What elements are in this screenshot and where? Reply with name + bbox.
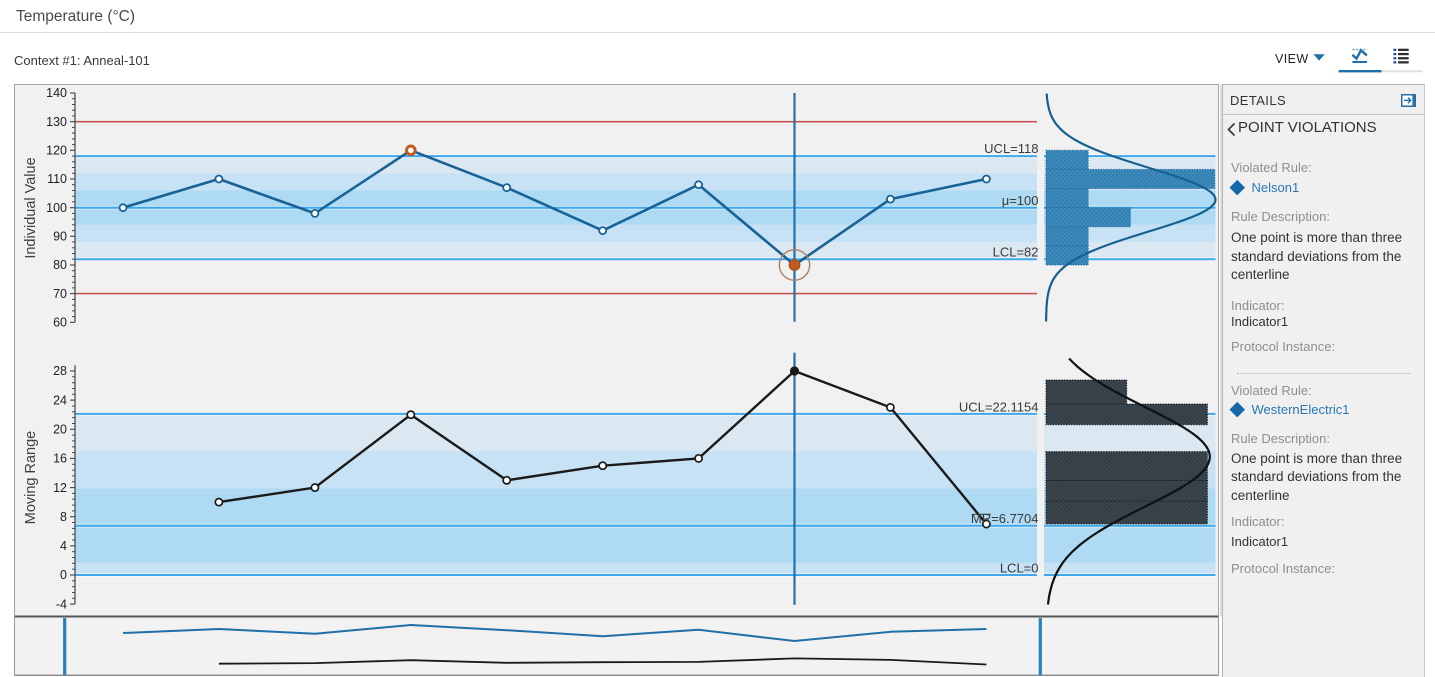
svg-text:90: 90 bbox=[53, 230, 67, 244]
svg-text:0: 0 bbox=[60, 568, 67, 582]
svg-text:Individual Value: Individual Value bbox=[23, 157, 39, 258]
svg-text:Moving Range: Moving Range bbox=[23, 431, 39, 525]
svg-text:130: 130 bbox=[46, 115, 67, 129]
svg-text:20: 20 bbox=[53, 423, 67, 437]
svg-text:28: 28 bbox=[53, 364, 67, 378]
svg-text:LCL=82: LCL=82 bbox=[993, 245, 1039, 260]
svg-text:-4: -4 bbox=[56, 597, 67, 611]
svg-text:MR=6.7704: MR=6.7704 bbox=[971, 511, 1039, 526]
svg-text:8: 8 bbox=[60, 510, 67, 524]
svg-text:60: 60 bbox=[53, 316, 67, 330]
svg-text:110: 110 bbox=[47, 172, 67, 186]
svg-text:LCL=0: LCL=0 bbox=[1000, 561, 1039, 576]
svg-text:4: 4 bbox=[60, 539, 67, 553]
svg-text:12: 12 bbox=[53, 481, 67, 495]
svg-text:120: 120 bbox=[46, 144, 67, 158]
svg-text:70: 70 bbox=[53, 287, 67, 301]
svg-text:μ=100: μ=100 bbox=[1002, 193, 1039, 208]
svg-text:16: 16 bbox=[53, 452, 67, 466]
svg-text:140: 140 bbox=[46, 86, 67, 100]
svg-text:24: 24 bbox=[53, 393, 67, 407]
svg-text:80: 80 bbox=[53, 258, 67, 272]
svg-text:UCL=118: UCL=118 bbox=[984, 141, 1038, 156]
svg-text:100: 100 bbox=[46, 201, 67, 215]
svg-text:UCL=22.1154: UCL=22.1154 bbox=[959, 399, 1039, 414]
